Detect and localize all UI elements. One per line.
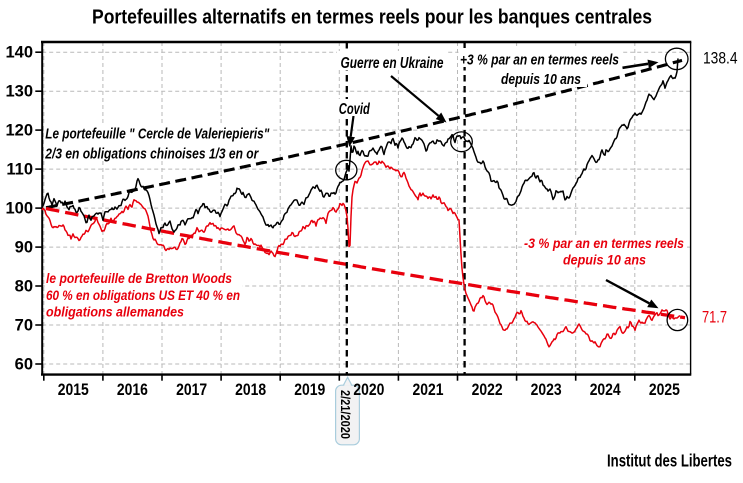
svg-text:Guerre en Ukraine: Guerre en Ukraine (341, 55, 444, 72)
svg-text:2016: 2016 (117, 381, 148, 399)
svg-text:2023: 2023 (531, 381, 562, 399)
svg-text:90: 90 (15, 238, 33, 256)
svg-text:60 % en obligations US ET 40 %: 60 % en obligations US ET 40 % en (46, 287, 240, 303)
svg-text:110: 110 (6, 160, 33, 178)
svg-text:2024: 2024 (590, 381, 622, 399)
svg-text:71.7: 71.7 (702, 309, 727, 327)
svg-text:2018: 2018 (235, 381, 266, 399)
svg-text:2022: 2022 (472, 381, 503, 399)
svg-text:2020: 2020 (353, 381, 384, 399)
svg-text:Institut des Libertes: Institut des Libertes (607, 451, 732, 471)
svg-text:+3 % par an en termes reels: +3 % par an en termes reels (460, 52, 619, 69)
svg-text:2021: 2021 (413, 381, 444, 399)
svg-text:60: 60 (15, 355, 33, 373)
svg-text:depuis 10 ans: depuis 10 ans (563, 252, 646, 268)
svg-text:2019: 2019 (294, 381, 325, 399)
svg-text:80: 80 (15, 277, 33, 295)
svg-text:le portefeuille de Bretton Woo: le portefeuille de Bretton Woods (46, 270, 232, 286)
svg-text:Covid: Covid (339, 101, 370, 118)
svg-text:2/3 en obligations chinoises 1: 2/3 en obligations chinoises 1/3 en or (44, 146, 259, 163)
svg-text:130: 130 (5, 83, 33, 101)
svg-text:2017: 2017 (176, 381, 207, 399)
svg-text:70: 70 (15, 316, 33, 334)
svg-text:2025: 2025 (649, 381, 680, 399)
svg-text:2/21/2020: 2/21/2020 (338, 390, 352, 439)
svg-text:obligations allemandes: obligations allemandes (46, 304, 184, 320)
svg-text:depuis 10 ans: depuis 10 ans (501, 71, 581, 88)
svg-text:140: 140 (5, 44, 33, 62)
svg-text:100: 100 (5, 199, 33, 217)
svg-text:Portefeuilles alternatifs en t: Portefeuilles alternatifs en termes reel… (92, 7, 652, 29)
svg-text:120: 120 (5, 121, 33, 139)
svg-text:138.4: 138.4 (703, 48, 738, 67)
svg-text:-3 % par an en termes reels: -3 % par an en termes reels (524, 235, 684, 251)
svg-text:Le portefeuille " Cercle de Va: Le portefeuille " Cercle de Valeriepieri… (45, 125, 270, 142)
svg-text:2015: 2015 (58, 381, 89, 399)
